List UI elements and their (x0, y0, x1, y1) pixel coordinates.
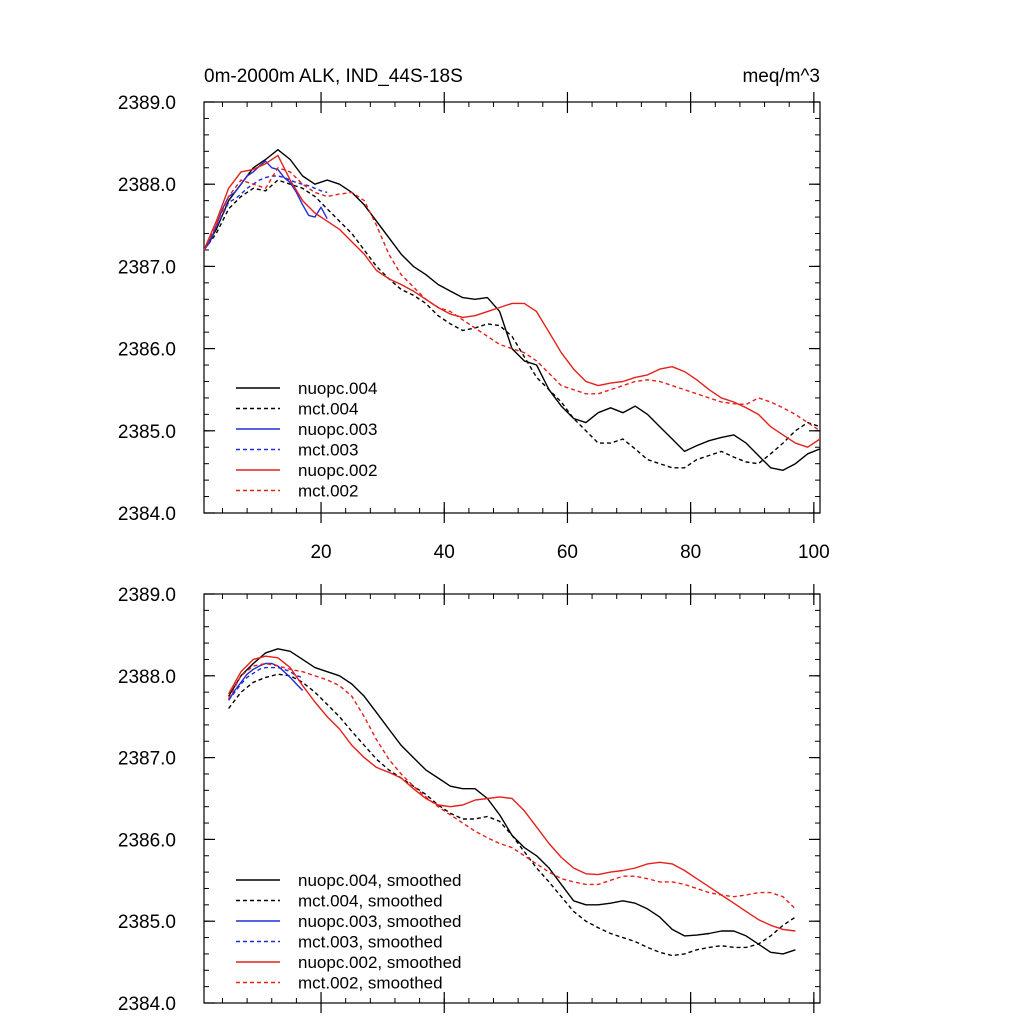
plot-frame (203, 101, 821, 514)
x-tick-label: 60 (557, 542, 578, 563)
series-line (228, 666, 303, 701)
legend-label: mct.003, smoothed (298, 933, 443, 952)
panel-raw: 20 40 60 80 100 2384.0 2385.0 2386.0 2387.0 2388.… (118, 92, 830, 563)
y-tick-label: 2386.0 (118, 830, 176, 851)
plot-frame (203, 593, 821, 1004)
y-tick-label: 2389.0 (118, 585, 176, 606)
series-line (203, 167, 821, 432)
legend-label: nuopc.002, smoothed (298, 953, 462, 972)
series-line (227, 655, 796, 932)
legend-label: nuopc.004 (298, 379, 377, 398)
series-line (203, 175, 328, 251)
y-tick-label: 2384.0 (118, 994, 176, 1015)
x-tick-label: 20 (310, 542, 331, 563)
legend-label: mct.002 (298, 482, 358, 501)
y-tick-label: 2388.0 (118, 175, 176, 196)
units-label: meq/m^3 (742, 66, 820, 87)
legend-label: mct.002, smoothed (298, 974, 443, 993)
chart-title: 0m-2000m ALK, IND_44S-18S (204, 66, 463, 87)
y-tick-label: 2387.0 (118, 749, 176, 770)
x-tick-label: 80 (680, 542, 701, 563)
legend-label: nuopc.003, smoothed (298, 912, 462, 931)
legend-label: nuopc.002 (298, 461, 377, 480)
series-line (203, 179, 821, 469)
legend-label: mct.004 (298, 400, 358, 419)
y-tick-label: 2384.0 (118, 504, 176, 525)
legend-label: mct.003 (298, 441, 358, 460)
panel-smoothed: 2384.0 2385.0 2386.0 2387.0 2388.0 2389.0 nuop… (118, 584, 821, 1015)
y-tick-label: 2385.0 (118, 422, 176, 443)
legend-label: nuopc.004, smoothed (298, 871, 462, 890)
series-line (228, 662, 304, 701)
y-tick-label: 2387.0 (118, 257, 176, 278)
x-tick-label: 40 (434, 542, 455, 563)
legend-label: nuopc.003 (298, 420, 377, 439)
series-line (228, 673, 796, 957)
y-tick-label: 2389.0 (118, 93, 176, 114)
x-tick-label: 100 (798, 542, 830, 563)
legend-label: mct.004, smoothed (298, 892, 443, 911)
y-tick-label: 2388.0 (118, 667, 176, 688)
series-line (203, 154, 821, 448)
series-line (227, 662, 796, 910)
y-tick-label: 2386.0 (118, 340, 176, 361)
y-tick-label: 2385.0 (118, 912, 176, 933)
series-line (203, 148, 821, 471)
